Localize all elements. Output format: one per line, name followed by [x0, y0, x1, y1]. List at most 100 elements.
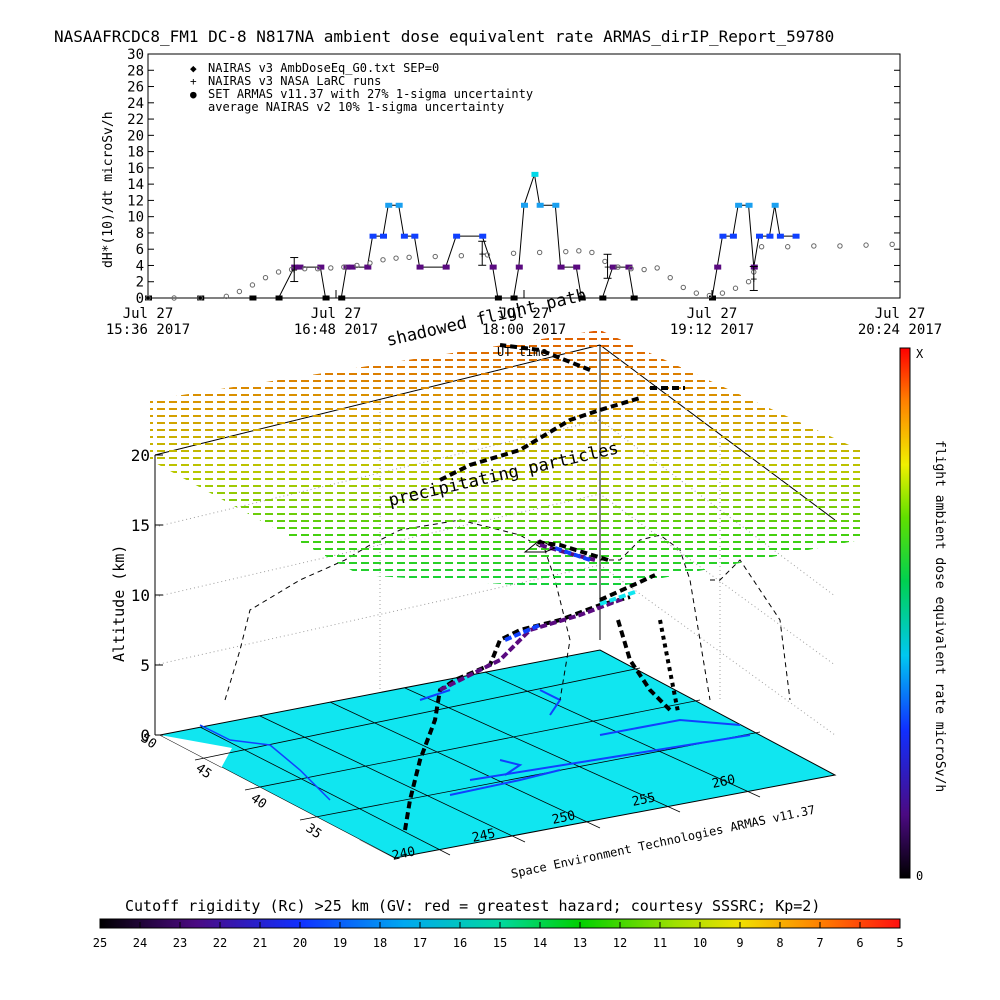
armas-point	[369, 233, 377, 239]
nairas-point	[393, 255, 399, 261]
nairas-point	[667, 274, 673, 281]
larc-point: +	[479, 247, 486, 260]
armas-point	[380, 233, 387, 239]
nairas-point	[171, 295, 177, 301]
armas-point	[745, 202, 753, 208]
nairas-point	[484, 252, 491, 258]
z-axis-label: Altitude (km)	[110, 545, 128, 662]
armas-point	[317, 264, 325, 270]
armas-point	[521, 202, 528, 208]
armas-point	[609, 264, 617, 270]
y-tick-label: 24	[127, 96, 144, 112]
colorbar-gradient	[899, 347, 911, 879]
nairas-point	[510, 250, 517, 256]
x-tick-day: Jul 27	[687, 306, 738, 322]
nairas-point	[301, 266, 308, 272]
y-tick-label: 10	[127, 210, 144, 226]
z-tick-label: 0	[140, 726, 150, 745]
nairas-point	[758, 244, 765, 250]
dose-colorbar: X 0 flight ambient dose equivalent rate …	[899, 347, 947, 883]
armas-point	[729, 233, 737, 239]
armas-point	[735, 202, 743, 208]
legend-label: average NAIRAS v2 10% 1-sigma uncertaint…	[208, 100, 504, 114]
nairas-point	[432, 253, 438, 260]
armas-point	[515, 264, 523, 270]
nairas-point	[719, 290, 726, 296]
nairas-point	[576, 248, 582, 254]
legend-label: SET ARMAS v11.37 with 27% 1-sigma uncert…	[208, 87, 533, 101]
nairas-point	[837, 243, 843, 249]
armas-point	[719, 233, 727, 239]
flight-path-blue	[504, 546, 591, 642]
nairas-point	[145, 295, 151, 301]
y-tick-label: 12	[127, 193, 144, 209]
nairas-point	[615, 264, 621, 270]
armas-point	[296, 264, 304, 270]
rigidity-tick-label: 12	[613, 936, 627, 950]
rigidity-tick-label: 6	[856, 936, 863, 950]
armas-point	[536, 202, 544, 208]
colorbar-top-label: X	[916, 347, 924, 361]
rigidity-bar: Cutoff rigidity (Rc) >25 km (GV: red = g…	[93, 897, 904, 950]
z-tick-label: 15	[131, 516, 150, 535]
nairas-point	[249, 282, 256, 288]
y-tick-label: 22	[127, 112, 144, 128]
nairas-point	[328, 265, 334, 271]
armas-point	[766, 233, 774, 239]
lon-tick-label: 255	[631, 790, 657, 810]
rigidity-tick-label: 14	[533, 936, 547, 950]
lat-tick-label: 40	[248, 791, 269, 812]
coast-line	[199, 724, 331, 801]
nairas-point	[589, 249, 595, 256]
y-tick-label: 2	[136, 275, 144, 291]
y-tick-label: 20	[127, 128, 144, 144]
nairas-point	[354, 262, 360, 269]
armas-point	[453, 233, 461, 239]
x-tick-day: Jul 27	[499, 306, 550, 322]
legend-symbol: ◆	[190, 62, 197, 75]
nairas-point	[706, 292, 713, 299]
latitude-ticks: 50 45 40 35	[138, 731, 324, 842]
armas-point	[599, 295, 607, 301]
rigidity-tick-label: 16	[453, 936, 467, 950]
armas-point	[771, 202, 779, 208]
lon-tick-label: 245	[471, 826, 497, 846]
y-tick-label: 28	[127, 63, 144, 79]
nairas-point	[223, 293, 230, 300]
z-tick-label: 5	[140, 656, 150, 675]
rigidity-tick-label: 24	[133, 936, 147, 950]
rigidity-tick-label: 17	[413, 936, 427, 950]
scene-3d: 0 5 10 15 20 Altitude (km) 50 45 40 35 240 245 25…	[110, 285, 860, 881]
nairas-point	[745, 279, 752, 285]
nairas-point	[811, 243, 817, 249]
armas-point	[714, 264, 722, 270]
armas-point	[249, 295, 257, 301]
legend-symbol: ●	[190, 88, 197, 101]
longitude-ticks: 240 245 250 255 260	[391, 772, 737, 864]
armas-point	[442, 264, 450, 270]
x-tick-time: 18:00 2017	[482, 322, 566, 338]
nairas-point	[458, 253, 465, 259]
y-tick-label: 0	[136, 291, 144, 307]
armas-point	[630, 295, 638, 301]
armas-point	[552, 202, 560, 208]
lat-tick-label: 50	[138, 731, 159, 752]
nairas-point	[693, 290, 700, 296]
armas-point	[338, 295, 346, 301]
rigidity-ticks: 25 24 23 22 21 20 19 18 17 16 15 14 13 12 11 10 9 8 7 6 5	[93, 922, 904, 950]
armas-point	[385, 202, 393, 208]
rigidity-tick-label: 23	[173, 936, 187, 950]
y-tick-label: 8	[136, 226, 144, 242]
lon-tick-label: 250	[551, 808, 577, 828]
z-axis-ticks: 0 5 10 15 20	[131, 446, 163, 745]
map-features	[419, 689, 751, 796]
rigidity-tick-label: 25	[93, 936, 107, 950]
nairas-point	[262, 274, 269, 281]
armas-point	[343, 264, 351, 270]
rigidity-tick-label: 22	[213, 936, 227, 950]
armas-point	[416, 264, 424, 270]
rigidity-tick-label: 5	[896, 936, 903, 950]
